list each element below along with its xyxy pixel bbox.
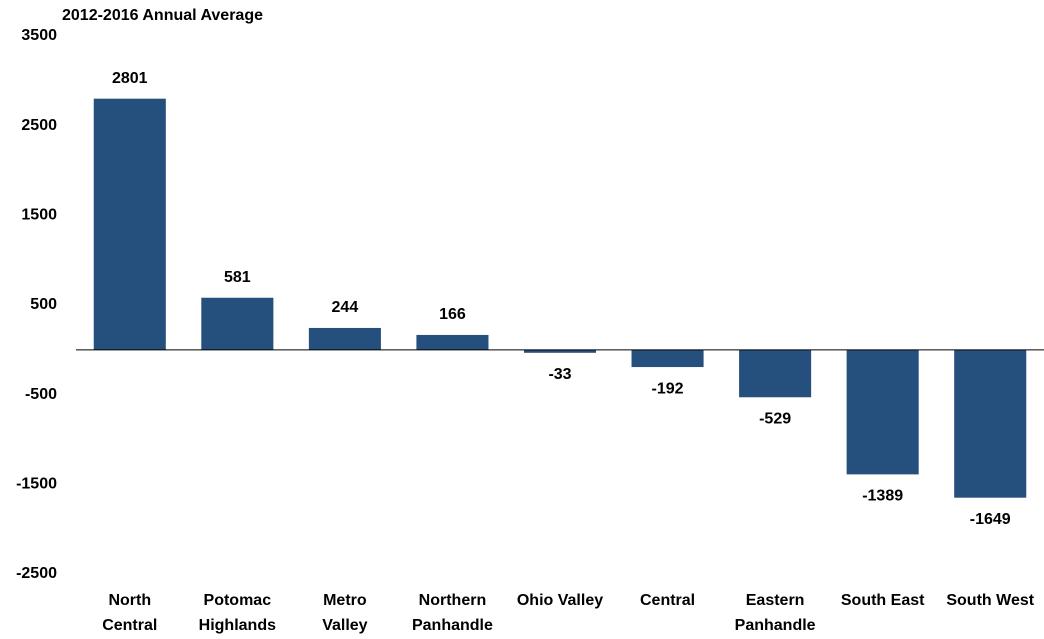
x-tick-label: Potomac Highlands — [198, 592, 276, 634]
bar — [739, 349, 812, 398]
y-tick-label: -1500 — [16, 476, 57, 493]
y-tick-label: 1500 — [21, 207, 57, 224]
bar — [416, 334, 489, 350]
value-label: 2801 — [112, 70, 148, 87]
bar — [631, 349, 704, 368]
x-tick-label: North Central — [102, 592, 158, 634]
x-tick-label: South West — [946, 592, 1035, 609]
bar — [308, 327, 381, 350]
bar — [93, 98, 166, 350]
x-tick-label: Northern Panhandle — [411, 592, 493, 634]
value-label: -192 — [652, 380, 684, 397]
chart-title: 2012-2016 Annual Average — [62, 7, 263, 24]
x-tick-label: South East — [840, 592, 925, 609]
x-tick-label: Eastern Panhandle — [734, 592, 816, 634]
bar — [846, 349, 919, 475]
value-label: -1389 — [862, 488, 903, 505]
bar — [954, 349, 1027, 498]
value-label: 166 — [439, 306, 466, 323]
value-label: -1649 — [970, 511, 1011, 528]
bar — [523, 349, 597, 353]
y-tick-label: -2500 — [16, 565, 57, 582]
y-tick-label: -500 — [25, 386, 57, 403]
bar — [201, 297, 274, 350]
value-label: 581 — [224, 269, 251, 286]
x-tick-label: Central — [639, 592, 696, 609]
value-label: -529 — [759, 410, 791, 427]
value-label: 244 — [332, 299, 359, 316]
y-tick-label: 500 — [30, 296, 57, 313]
x-tick-label: Metro Valley — [322, 592, 368, 634]
y-tick-label: 2500 — [21, 117, 57, 134]
value-label: -33 — [548, 366, 571, 383]
x-tick-label: Ohio Valley — [516, 592, 604, 609]
y-tick-label: 3500 — [21, 27, 57, 44]
